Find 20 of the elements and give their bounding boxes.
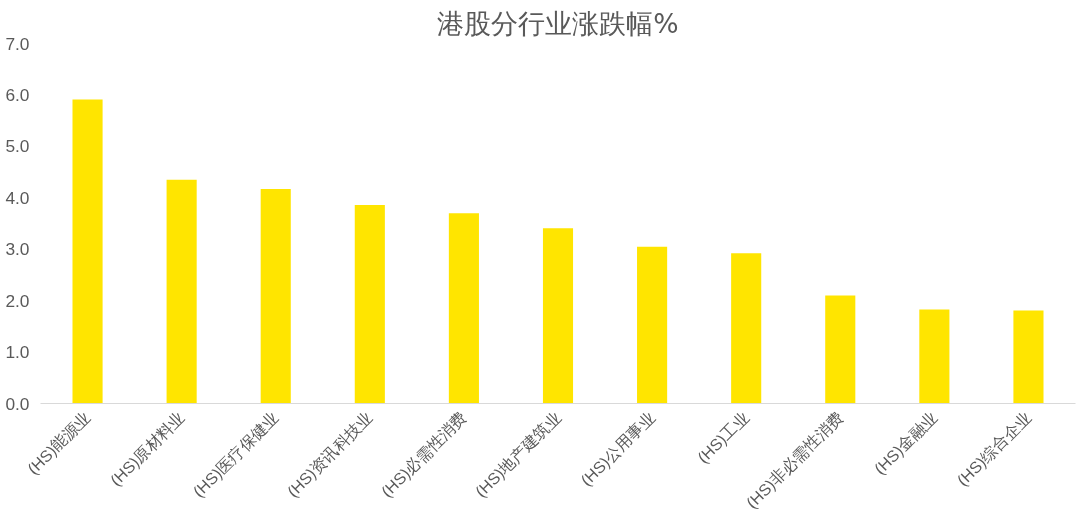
bar — [919, 309, 950, 404]
bar — [72, 99, 103, 404]
bar — [731, 253, 762, 404]
y-tick-label: 3.0 — [5, 239, 30, 260]
bar — [354, 204, 385, 404]
bar — [825, 295, 856, 404]
bar — [166, 179, 197, 404]
chart-title: 港股分行业涨跌幅% — [437, 7, 679, 39]
y-tick-label: 6.0 — [5, 84, 30, 105]
y-tick-label: 7.0 — [5, 33, 30, 54]
bar — [448, 213, 479, 404]
bar — [542, 228, 574, 404]
y-tick-label: 1.0 — [5, 342, 30, 363]
y-tick-label: 2.0 — [5, 290, 30, 311]
y-tick-label: 0.0 — [5, 393, 30, 414]
bar — [1013, 310, 1044, 404]
y-tick-label: 4.0 — [5, 187, 30, 208]
y-tick-label: 5.0 — [5, 136, 30, 157]
bar — [637, 246, 668, 404]
bar — [260, 189, 291, 404]
